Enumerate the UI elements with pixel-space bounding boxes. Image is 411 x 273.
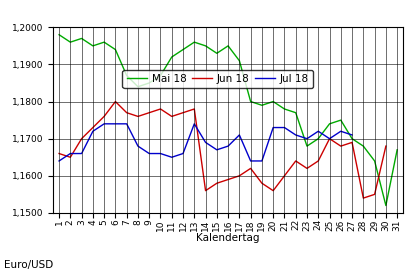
Mai 18 (226, 44, 231, 48)
Jul 18 (68, 152, 73, 155)
Mai 18 (350, 137, 355, 140)
Mai 18 (259, 104, 264, 107)
Jun 18 (316, 159, 321, 163)
Line: Jul 18: Jul 18 (59, 124, 352, 161)
Jun 18 (226, 178, 231, 181)
Jul 18 (237, 133, 242, 136)
Jul 18 (180, 152, 185, 155)
Jul 18 (226, 144, 231, 148)
Mai 18 (203, 44, 208, 48)
Line: Jun 18: Jun 18 (59, 102, 386, 198)
X-axis label: Kalendertag: Kalendertag (196, 233, 260, 244)
Jun 18 (102, 115, 106, 118)
Jun 18 (147, 111, 152, 114)
Jul 18 (90, 130, 95, 133)
Jun 18 (338, 144, 343, 148)
Mai 18 (192, 40, 197, 44)
Jun 18 (79, 137, 84, 140)
Mai 18 (338, 118, 343, 122)
Jun 18 (372, 193, 377, 196)
Jul 18 (338, 130, 343, 133)
Jun 18 (169, 115, 174, 118)
Jul 18 (305, 137, 309, 140)
Jun 18 (90, 126, 95, 129)
Mai 18 (372, 159, 377, 163)
Jul 18 (147, 152, 152, 155)
Mai 18 (136, 85, 141, 88)
Jul 18 (293, 133, 298, 136)
Jul 18 (350, 133, 355, 136)
Jul 18 (203, 141, 208, 144)
Jul 18 (79, 152, 84, 155)
Jul 18 (215, 148, 219, 152)
Mai 18 (248, 100, 253, 103)
Mai 18 (113, 48, 118, 51)
Jul 18 (169, 156, 174, 159)
Jul 18 (102, 122, 106, 126)
Jun 18 (237, 174, 242, 177)
Jun 18 (180, 111, 185, 114)
Jun 18 (361, 197, 366, 200)
Jun 18 (215, 182, 219, 185)
Jun 18 (203, 189, 208, 192)
Mai 18 (147, 81, 152, 85)
Jun 18 (271, 189, 276, 192)
Mai 18 (282, 107, 287, 111)
Mai 18 (383, 204, 388, 207)
Mai 18 (361, 144, 366, 148)
Mai 18 (395, 148, 399, 152)
Jul 18 (113, 122, 118, 126)
Jun 18 (383, 144, 388, 148)
Jun 18 (293, 159, 298, 163)
Mai 18 (316, 137, 321, 140)
Jun 18 (57, 152, 62, 155)
Jun 18 (282, 174, 287, 177)
Mai 18 (180, 48, 185, 51)
Line: Mai 18: Mai 18 (59, 35, 397, 206)
Jul 18 (271, 126, 276, 129)
Mai 18 (79, 37, 84, 40)
Jul 18 (158, 152, 163, 155)
Mai 18 (215, 52, 219, 55)
Mai 18 (90, 44, 95, 48)
Jul 18 (124, 122, 129, 126)
Mai 18 (68, 40, 73, 44)
Jun 18 (327, 137, 332, 140)
Jun 18 (113, 100, 118, 103)
Jun 18 (350, 141, 355, 144)
Jul 18 (136, 144, 141, 148)
Jun 18 (248, 167, 253, 170)
Jul 18 (57, 159, 62, 163)
Mai 18 (271, 100, 276, 103)
Mai 18 (327, 122, 332, 126)
Mai 18 (102, 40, 106, 44)
Mai 18 (169, 55, 174, 59)
Jul 18 (316, 130, 321, 133)
Jun 18 (158, 107, 163, 111)
Jul 18 (327, 137, 332, 140)
Jul 18 (259, 159, 264, 163)
Jul 18 (248, 159, 253, 163)
Jun 18 (68, 156, 73, 159)
Jun 18 (259, 182, 264, 185)
Mai 18 (57, 33, 62, 36)
Mai 18 (158, 74, 163, 77)
Jun 18 (124, 111, 129, 114)
Text: Euro/USD: Euro/USD (4, 260, 53, 270)
Jun 18 (136, 115, 141, 118)
Mai 18 (124, 74, 129, 77)
Mai 18 (305, 144, 309, 148)
Mai 18 (293, 111, 298, 114)
Jun 18 (305, 167, 309, 170)
Mai 18 (237, 59, 242, 62)
Jul 18 (282, 126, 287, 129)
Legend: Mai 18, Jun 18, Jul 18: Mai 18, Jun 18, Jul 18 (122, 70, 313, 88)
Jul 18 (192, 122, 197, 126)
Jun 18 (192, 107, 197, 111)
